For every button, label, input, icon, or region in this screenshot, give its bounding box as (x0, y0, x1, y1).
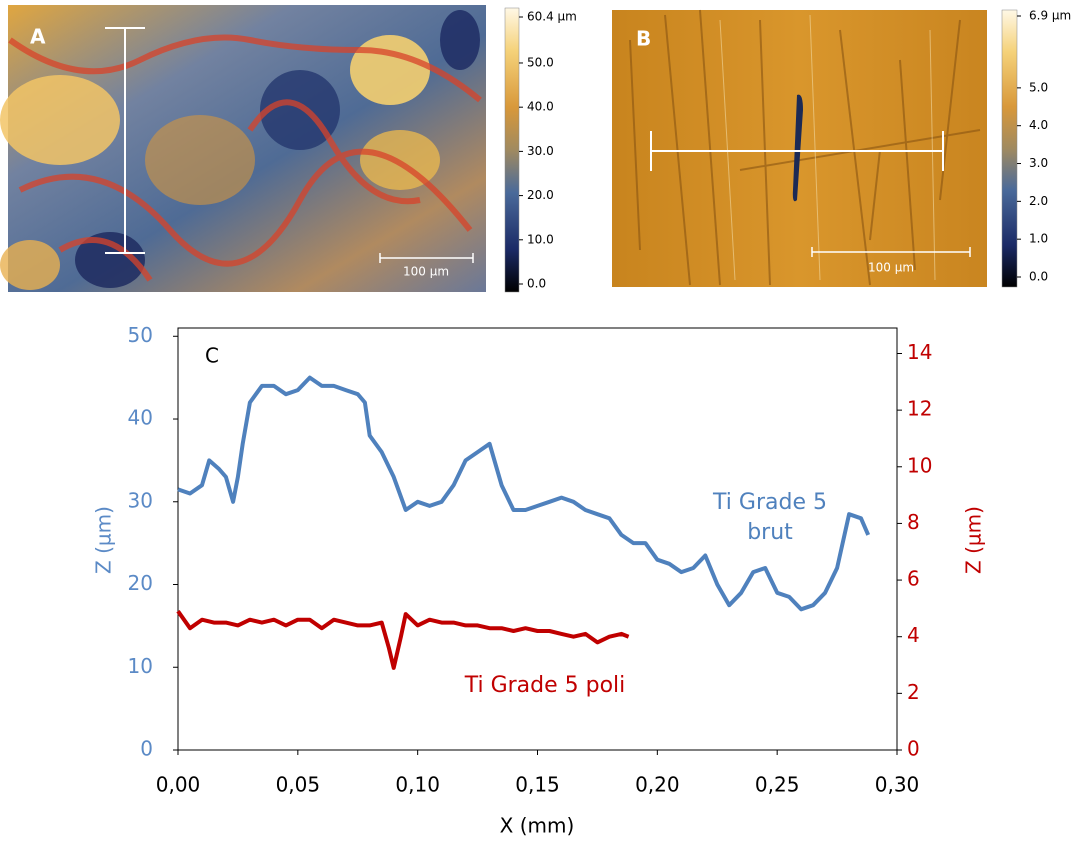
x-tick-label: 0,10 (395, 773, 440, 797)
y-tick-label: 50 (128, 323, 153, 347)
y2-tick-label: 14 (907, 340, 932, 364)
colorbar-tick-label: 4.0 (1029, 118, 1048, 132)
series-label: Ti Grade 5 poli (464, 673, 626, 698)
scale-bar-label: 100 µm (403, 265, 449, 279)
y-tick-label: 10 (128, 654, 153, 678)
colorbar-tick-label: 60.4 µm (527, 10, 577, 24)
series-line (177, 375, 871, 612)
y-tick-label: 40 (128, 406, 153, 430)
y2-axis-label: Z (µm) (962, 506, 986, 574)
x-axis-label: X (mm) (500, 814, 575, 838)
colorbar-tick-label: 50.0 (527, 55, 554, 69)
series-line (176, 610, 630, 670)
colorbar-tick-label: 1.0 (1029, 232, 1048, 246)
y2-tick-label: 0 (907, 737, 920, 761)
colorbar-tick-label: 0.0 (1029, 270, 1048, 284)
y-axis-label: Z (µm) (92, 506, 116, 574)
image-a (0, 5, 486, 292)
panel-label: A (30, 25, 46, 49)
colorbar (1001, 9, 1018, 288)
y2-tick-label: 10 (907, 453, 932, 477)
y2-tick-label: 4 (907, 623, 920, 647)
colorbar (504, 7, 520, 293)
x-tick-label: 0,15 (515, 773, 560, 797)
x-tick-label: 0,30 (875, 773, 920, 797)
colorbar-tick-label: 40.0 (527, 100, 554, 114)
y2-tick-label: 8 (907, 510, 920, 534)
scale-bar-label: 100 µm (868, 261, 914, 275)
y2-tick-label: 2 (907, 680, 920, 704)
x-tick-label: 0,25 (755, 773, 800, 797)
y-tick-label: 20 (128, 571, 153, 595)
series-label: Ti Grade 5 brut (713, 490, 827, 545)
y-tick-label: 30 (128, 488, 153, 512)
panel-label: B (636, 27, 651, 51)
colorbar-tick-label: 3.0 (1029, 156, 1048, 170)
colorbar-tick-label: 30.0 (527, 144, 554, 158)
y2-tick-label: 12 (907, 397, 932, 421)
panel-label: C (205, 344, 219, 368)
colorbar-tick-label: 0.0 (527, 277, 546, 291)
x-tick-label: 0,00 (156, 773, 201, 797)
y2-tick-label: 6 (907, 567, 920, 591)
y-tick-label: 0 (140, 737, 153, 761)
colorbar-tick-label: 5.0 (1029, 80, 1048, 94)
colorbar-tick-label: 2.0 (1029, 194, 1048, 208)
colorbar-tick-label: 6.9 µm (1029, 9, 1071, 23)
image-b (612, 9, 987, 287)
x-tick-label: 0,05 (276, 773, 321, 797)
colorbar-tick-label: 20.0 (527, 188, 554, 202)
colorbar-tick-label: 10.0 (527, 232, 554, 246)
x-tick-label: 0,20 (635, 773, 680, 797)
